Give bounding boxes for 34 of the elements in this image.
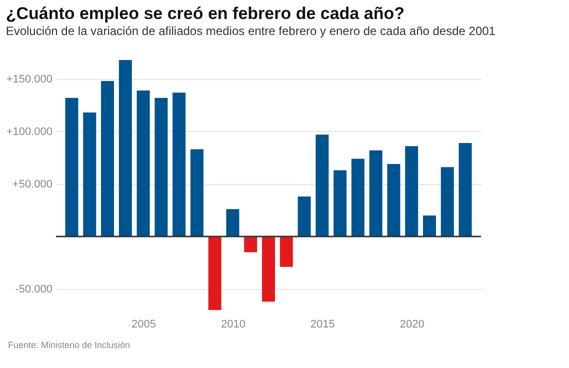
bar [262,236,275,302]
bar [440,167,454,236]
x-tick-label: 2005 [132,318,156,330]
bar [351,158,364,236]
chart-subtitle: Evolución de la variación de afiliados medios entre febrero y enero de cada año desde 2001 [6,24,496,38]
source-note: Fuente: Ministerio de Inclusión [8,340,130,350]
bar [101,81,114,236]
y-tick-label: +150.000 [6,73,52,86]
bar [208,236,222,310]
bar [244,236,258,252]
bar [136,90,150,236]
bar [172,92,186,236]
bar [458,142,472,236]
bar [190,149,204,236]
bar [83,112,96,236]
bar [298,196,311,236]
x-tick-label: 2020 [400,318,424,330]
bar [405,146,418,236]
bar [280,236,293,267]
bar [154,98,168,236]
bar [387,164,400,236]
bar [118,60,132,236]
y-tick-label: -50.000 [15,283,52,296]
bar [334,170,347,236]
chart-title: ¿Cuánto empleo se creó en febrero de cada año? [6,4,404,23]
x-tick-label: 2010 [220,318,246,330]
bar [226,209,240,236]
x-tick-label: 2015 [310,318,335,330]
bar [422,215,436,236]
y-tick-label: +50.000 [12,178,52,190]
bar [65,98,78,236]
y-tick-label: +100.000 [6,126,52,138]
bar [316,134,329,236]
bar [369,150,382,236]
